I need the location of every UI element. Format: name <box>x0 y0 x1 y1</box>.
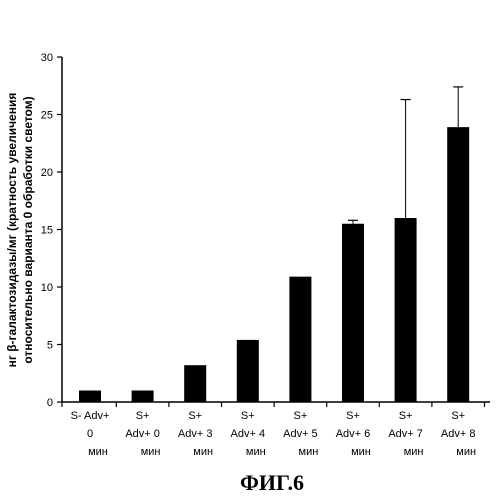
x-category-label: S+ <box>346 410 360 422</box>
x-category-label: мин <box>88 446 108 458</box>
bar <box>184 365 206 402</box>
x-category-label: S+ <box>136 410 150 422</box>
category-labels: S- Adv+ 0 мин S+ Adv+ 0 мин S+ Adv+ 3 мин S+ Adv+ … <box>71 410 477 458</box>
x-category-label: мин <box>404 446 424 458</box>
x-category-label: мин <box>456 446 476 458</box>
x-category-label: S+ <box>451 410 465 422</box>
x-category-label: мин <box>351 446 371 458</box>
y-tick-label: 15 <box>41 225 53 237</box>
x-category-label: мин <box>299 446 319 458</box>
error-bars <box>348 87 463 224</box>
bar <box>395 218 417 402</box>
bar <box>79 391 101 403</box>
y-tick-label: 10 <box>41 282 53 294</box>
x-category-label: Adv+ 5 <box>283 428 318 440</box>
y-axis-label: относительно варианта 0 обработки светом… <box>21 96 35 363</box>
x-category-label: мин <box>246 446 266 458</box>
x-category-label: Adv+ 6 <box>336 428 371 440</box>
x-category-label: Adv+ 4 <box>231 428 266 440</box>
x-category-label: Adv+ 3 <box>178 428 213 440</box>
y-tick-label: 5 <box>47 340 53 352</box>
x-axis <box>62 402 490 407</box>
y-tick-label: 30 <box>41 52 53 64</box>
bars <box>79 127 469 402</box>
y-tick-label: 20 <box>41 167 53 179</box>
bar <box>447 127 469 402</box>
x-category-label: мин <box>193 446 213 458</box>
bar <box>289 277 311 402</box>
bar <box>132 391 154 403</box>
y-tick-label: 25 <box>41 110 53 122</box>
x-category-label: S+ <box>294 410 308 422</box>
bar <box>342 224 364 402</box>
bar <box>237 340 259 402</box>
figure-caption: ФИГ.6 <box>240 470 304 495</box>
x-category-label: мин <box>141 446 161 458</box>
x-category-label: Adv+ 0 <box>125 428 160 440</box>
y-axis: 0 5 10 15 20 25 30 <box>41 52 62 409</box>
x-category-label: S+ <box>241 410 255 422</box>
y-axis-label: нг β-галактозидазы/мг (кратность увеличе… <box>5 93 19 368</box>
x-category-label: Adv+ 7 <box>388 428 423 440</box>
y-tick-label: 0 <box>47 397 53 409</box>
x-category-label: S- Adv+ <box>71 410 110 422</box>
x-category-label: S+ <box>188 410 202 422</box>
x-category-label: Adv+ 8 <box>441 428 476 440</box>
x-category-label: S+ <box>399 410 413 422</box>
y-axis-title: нг β-галактозидазы/мг (кратность увеличе… <box>5 93 35 368</box>
x-category-label: 0 <box>87 428 93 440</box>
